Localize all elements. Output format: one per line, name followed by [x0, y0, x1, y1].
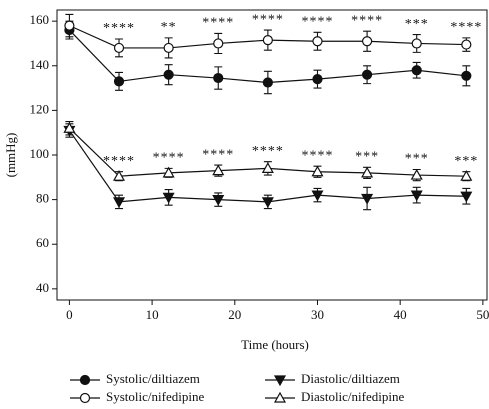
significance-label: **** — [103, 21, 135, 36]
marker — [213, 72, 224, 84]
marker — [411, 38, 422, 49]
legend-marker — [79, 374, 91, 386]
marker — [112, 197, 126, 209]
marker — [162, 166, 175, 178]
x-tick-label: 40 — [394, 307, 407, 322]
marker — [163, 69, 174, 80]
y-tick-label: 160 — [30, 12, 50, 27]
marker — [212, 195, 225, 206]
significance-label: **** — [252, 144, 284, 159]
marker — [361, 69, 373, 80]
marker — [311, 165, 324, 177]
marker — [410, 190, 423, 202]
marker — [461, 39, 472, 50]
legend-label: Diastolic/nifedipine — [301, 389, 404, 404]
legend-marker — [79, 392, 91, 404]
marker — [460, 191, 473, 203]
marker — [311, 190, 324, 202]
x-tick-label: 10 — [146, 307, 159, 322]
marker — [262, 35, 273, 46]
marker — [411, 65, 422, 76]
marker — [261, 197, 274, 209]
marker — [461, 70, 472, 81]
marker — [63, 121, 76, 133]
significance-label: *** — [454, 154, 478, 169]
marker — [113, 76, 125, 87]
y-axis-label: (mmHg) — [3, 133, 18, 178]
y-tick-label: 120 — [30, 101, 50, 116]
significance-label: **** — [202, 16, 234, 31]
y-tick-label: 40 — [36, 280, 49, 295]
marker — [162, 192, 175, 204]
marker — [112, 169, 126, 181]
marker — [312, 74, 323, 85]
y-tick-label: 140 — [30, 57, 50, 72]
significance-label: *** — [355, 149, 379, 164]
x-tick-label: 30 — [311, 307, 324, 322]
legend-label: Systolic/diltiazem — [106, 371, 200, 386]
significance-label: *** — [405, 17, 429, 32]
legend-label: Systolic/nifedipine — [106, 389, 204, 404]
marker — [212, 164, 225, 176]
marker — [64, 20, 75, 31]
marker — [163, 42, 174, 54]
x-tick-label: 0 — [66, 307, 73, 322]
legend-marker — [273, 391, 287, 403]
marker — [261, 162, 274, 173]
marker — [361, 36, 373, 47]
x-axis-label: Time (hours) — [241, 337, 309, 352]
significance-label: **** — [351, 13, 383, 28]
x-tick-label: 50 — [476, 307, 489, 322]
y-tick-label: 80 — [36, 191, 49, 206]
legend-marker — [273, 375, 287, 387]
marker — [113, 42, 125, 54]
significance-label: *** — [405, 152, 429, 167]
marker — [460, 169, 473, 181]
y-tick-label: 60 — [36, 235, 49, 250]
x-tick-label: 20 — [228, 307, 241, 322]
significance-label: **** — [301, 148, 333, 163]
significance-label: **** — [450, 20, 482, 35]
significance-label: **** — [153, 151, 185, 166]
marker — [361, 193, 374, 205]
significance-label: **** — [103, 154, 135, 169]
marker — [361, 166, 374, 178]
significance-label: **** — [301, 15, 333, 30]
significance-label: **** — [202, 147, 234, 162]
significance-label: **** — [252, 12, 284, 27]
marker — [262, 77, 273, 88]
significance-label: ** — [161, 20, 177, 35]
marker — [213, 38, 224, 49]
y-tick-label: 100 — [30, 146, 50, 161]
marker — [410, 168, 423, 180]
legend-label: Diastolic/diltiazem — [301, 371, 400, 386]
marker — [312, 36, 323, 47]
